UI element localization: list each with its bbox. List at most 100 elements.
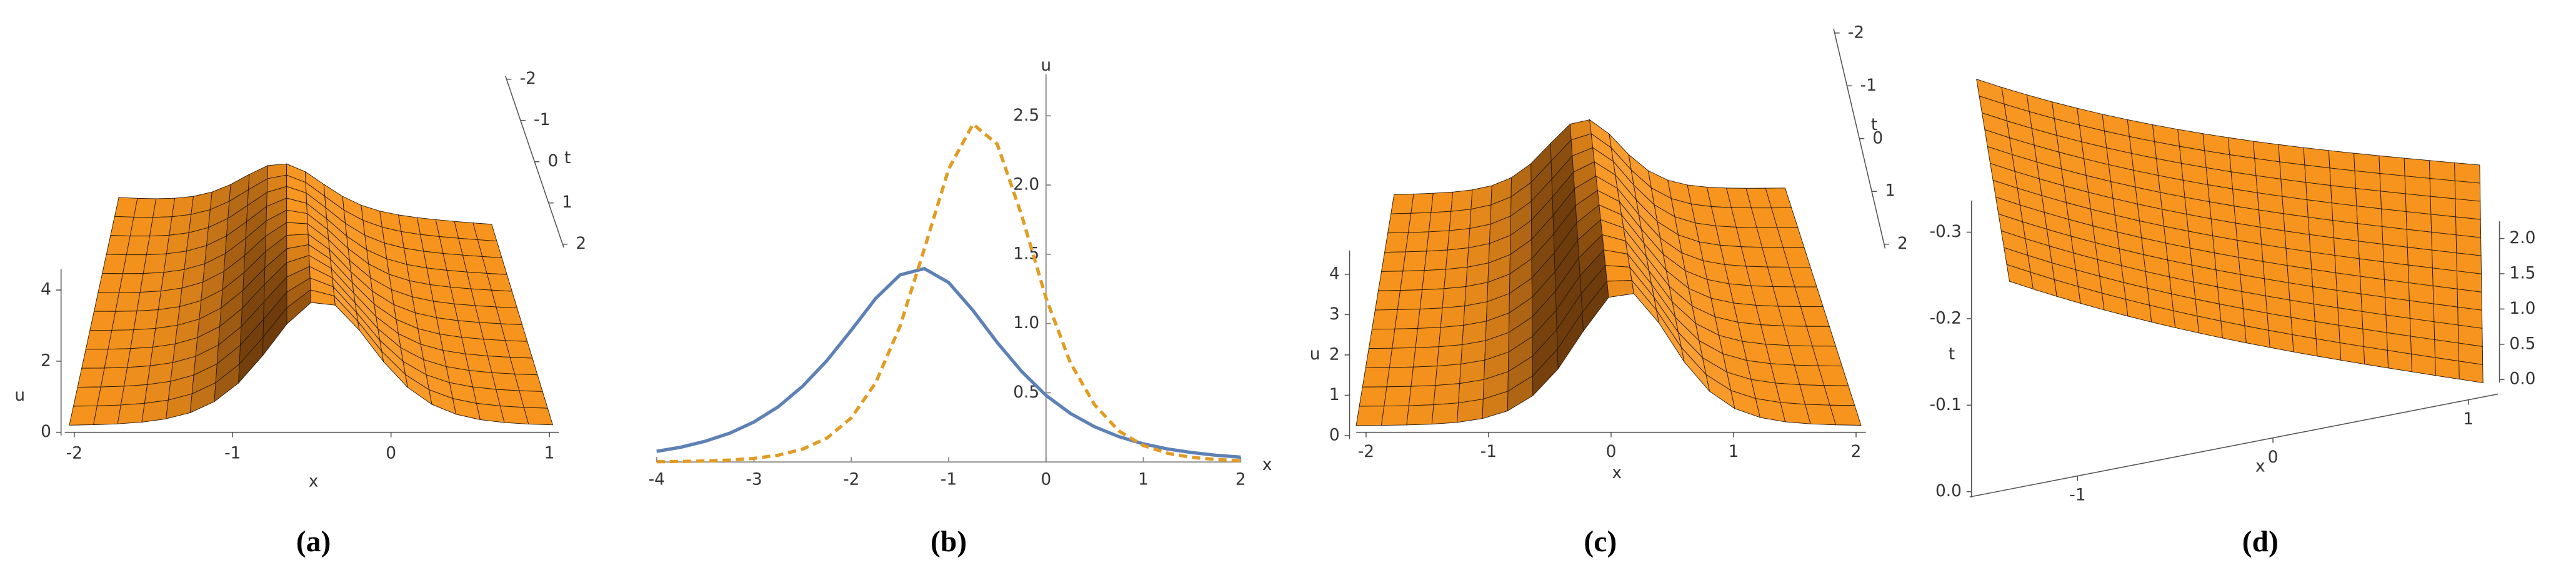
surface-patch bbox=[1829, 404, 1862, 426]
series-line bbox=[656, 266, 1241, 459]
series-line bbox=[656, 121, 1241, 464]
surface-patch bbox=[139, 272, 164, 293]
surface-patch bbox=[2459, 361, 2484, 384]
surface-patch bbox=[2407, 264, 2434, 287]
surface-patch bbox=[2455, 216, 2482, 238]
surface-patch bbox=[120, 384, 148, 406]
z-tick-label: 2.0 bbox=[2509, 229, 2535, 248]
surface-patch bbox=[2431, 231, 2457, 254]
surface-patch bbox=[1397, 289, 1423, 310]
surface-patch bbox=[117, 402, 145, 424]
surface-patch bbox=[127, 346, 154, 368]
surface-patch bbox=[1433, 383, 1460, 406]
x-tick-label: -4 bbox=[649, 471, 665, 489]
y-tick-label: 1 bbox=[1885, 182, 1895, 201]
surface-patch bbox=[1389, 347, 1416, 368]
surface-patch bbox=[1437, 344, 1463, 367]
surface-patch bbox=[2328, 150, 2355, 171]
surface-patch bbox=[1392, 328, 1419, 349]
surface-patch bbox=[1405, 231, 1429, 252]
surface-patch bbox=[111, 311, 137, 331]
surface-patch bbox=[85, 329, 112, 350]
surface-patch bbox=[2358, 241, 2384, 262]
surface-patch bbox=[1440, 305, 1465, 328]
z-axis-label: u bbox=[14, 386, 25, 405]
surface-patch bbox=[1435, 364, 1462, 386]
x-tick-label: -2 bbox=[66, 444, 82, 462]
surface-patch bbox=[2404, 158, 2430, 179]
surface-patch bbox=[1390, 193, 1414, 214]
surface-patch bbox=[2339, 342, 2365, 365]
z-axis-label: u bbox=[1310, 345, 1320, 364]
surface-patch bbox=[136, 291, 162, 312]
z-tick-label: 0.5 bbox=[2509, 334, 2535, 353]
surface-patch bbox=[2356, 206, 2383, 227]
x-tick-label: 2 bbox=[1851, 442, 1862, 461]
surface-patch bbox=[1402, 251, 1427, 272]
surface-patch bbox=[2363, 346, 2389, 369]
x-tick-label: 1 bbox=[1729, 442, 1739, 461]
panel-label: (a) bbox=[296, 526, 331, 558]
surface-patch bbox=[1400, 270, 1425, 291]
surface-patch bbox=[2381, 208, 2407, 230]
surface-patch bbox=[1384, 232, 1409, 253]
surface-patch bbox=[93, 292, 120, 312]
surface-patch bbox=[2433, 303, 2459, 326]
surface-patch bbox=[2455, 234, 2482, 256]
z-tick-label: 4 bbox=[41, 281, 51, 299]
x-tick-label: -2 bbox=[843, 471, 859, 489]
x-axis-label: x bbox=[309, 472, 319, 491]
surface-patch bbox=[1377, 271, 1404, 291]
surface-patch bbox=[1419, 288, 1445, 310]
surface-patch bbox=[123, 365, 151, 387]
surface-patch bbox=[69, 405, 98, 426]
surface-patch bbox=[1386, 366, 1414, 388]
y-tick-label: 0 bbox=[548, 152, 559, 171]
x-tick-label: -1 bbox=[941, 471, 957, 489]
surface-patch bbox=[1365, 348, 1393, 368]
surface-patch bbox=[2429, 160, 2455, 181]
y-tick-label: 1.0 bbox=[1013, 314, 1039, 332]
x-tick-label: 1 bbox=[2463, 410, 2474, 429]
surface-patch bbox=[104, 348, 131, 369]
surface-patch bbox=[1438, 325, 1464, 348]
surface-patch bbox=[2430, 196, 2457, 218]
surface-patch bbox=[110, 216, 134, 237]
surface-patch bbox=[1362, 367, 1390, 388]
panel-label: (d) bbox=[2242, 526, 2279, 558]
y-tick-label: 1 bbox=[562, 193, 572, 212]
surface-patch bbox=[2457, 306, 2483, 329]
surface-patch bbox=[2455, 198, 2481, 220]
surface-patch bbox=[2382, 226, 2408, 248]
surface-patch bbox=[107, 329, 134, 350]
surface-patch bbox=[142, 253, 167, 274]
x-tick-label: 0 bbox=[1041, 471, 1051, 489]
z-tick-label: 1 bbox=[1329, 386, 1340, 404]
x-tick-label: 0 bbox=[1606, 442, 1617, 461]
surface-patch bbox=[122, 254, 147, 274]
surface-patch bbox=[2330, 185, 2357, 207]
y-tick-label: -2 bbox=[1848, 23, 1864, 42]
surface-patch bbox=[2303, 147, 2330, 169]
y-tick-label: -0.1 bbox=[1929, 396, 1961, 414]
surface-patch bbox=[2454, 180, 2481, 202]
panel-label: (b) bbox=[931, 526, 967, 558]
surface-patch bbox=[514, 373, 543, 392]
surface-patch bbox=[2430, 214, 2457, 236]
x-axis-label: x bbox=[2255, 458, 2265, 476]
surface-patch bbox=[2435, 357, 2460, 380]
z-tick-label: 2 bbox=[1329, 345, 1340, 364]
surface-patch bbox=[89, 311, 116, 331]
surface-patch bbox=[2456, 271, 2482, 292]
x-axis-label: x bbox=[1612, 464, 1622, 482]
y-tick-label: 2.5 bbox=[1013, 106, 1039, 125]
surface-patch bbox=[1371, 309, 1398, 330]
surface-patch bbox=[1444, 266, 1468, 289]
surface-patch bbox=[1431, 402, 1459, 425]
surface-patch bbox=[149, 216, 172, 237]
surface-patch bbox=[1410, 192, 1434, 214]
z-tick-label: 4 bbox=[1329, 264, 1340, 283]
surface-patch bbox=[102, 254, 127, 274]
x-tick-label: -3 bbox=[746, 471, 762, 489]
surface-patch bbox=[130, 328, 156, 349]
